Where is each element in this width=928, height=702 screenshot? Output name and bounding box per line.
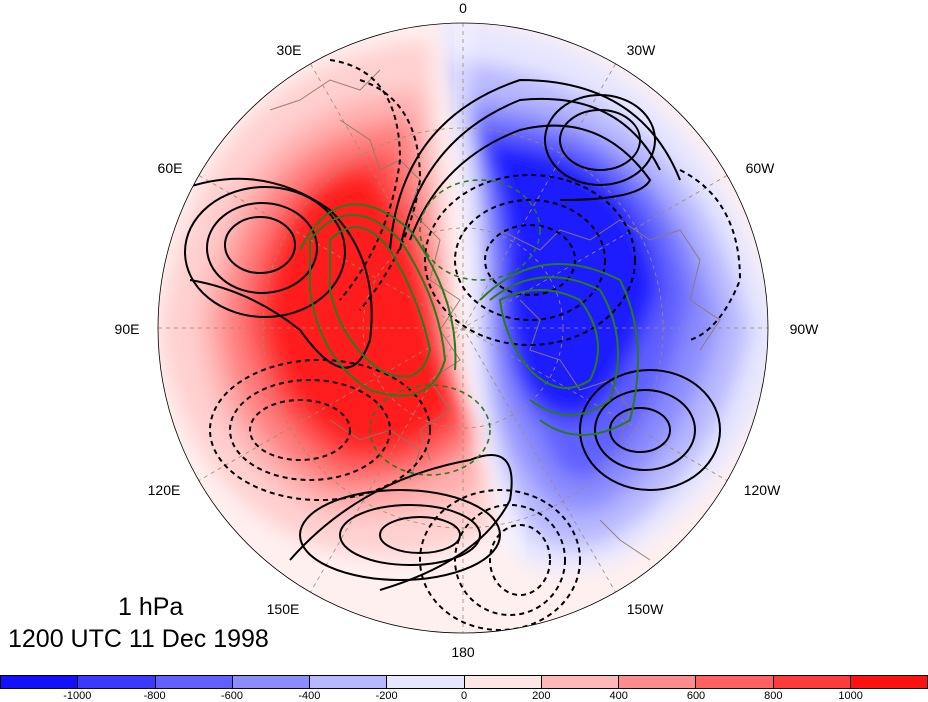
colorbar-segment (541, 676, 619, 688)
colorbar-tick-label: 800 (764, 690, 783, 702)
colorbar-segment (696, 676, 774, 688)
colorbar-segment (310, 676, 388, 688)
colorbar-tick-label: 0 (460, 690, 468, 702)
colorbar-tick-label: 1000 (838, 690, 863, 702)
lon-label-150w: 150W (626, 601, 664, 617)
colorbar-segment (619, 676, 697, 688)
colorbar-segment (773, 676, 851, 688)
green-contours (299, 203, 639, 436)
polar-map (157, 22, 769, 634)
colorbar-segment (78, 676, 156, 688)
lon-label-150e: 150E (266, 601, 300, 617)
graticule (158, 23, 768, 633)
colorbar-tick-label: 600 (686, 690, 706, 702)
lon-label-180: 180 (451, 644, 475, 660)
dashed-contours (209, 59, 742, 631)
lon-label-30w: 30W (626, 42, 656, 58)
pressure-level-label: 1 hPa (118, 593, 184, 621)
lon-label-30e: 30E (276, 42, 302, 58)
colorbar-tick-label: -200 (375, 690, 398, 702)
colorbar-segment (1, 676, 79, 688)
colorbar-segment (155, 676, 233, 688)
lon-label-120w: 120W (743, 482, 781, 498)
colorbar-segment (232, 676, 310, 688)
lon-label-60e: 60E (157, 160, 183, 176)
colorbar-tick-label: -800 (143, 690, 166, 702)
lon-label-60w: 60W (745, 160, 775, 176)
lon-label-90e: 90E (114, 321, 140, 337)
lon-label-0: 0 (459, 0, 467, 16)
lon-label-90w: 90W (789, 321, 819, 337)
lon-label-120e: 120E (147, 482, 181, 498)
map-border (157, 22, 769, 634)
colorbar-tick-label: -400 (298, 690, 321, 702)
colorbar-segment (387, 676, 465, 688)
shaded-field (158, 23, 768, 633)
valid-time-label: 1200 UTC 11 Dec 1998 (8, 625, 269, 653)
colorbar-tick-label: 400 (609, 690, 628, 702)
colorbar-segment (850, 676, 927, 688)
colorbar-tick-label: -600 (220, 690, 244, 702)
coastlines (269, 69, 721, 561)
colorbar-tick-label: -1000 (63, 690, 92, 702)
colorbar (0, 675, 928, 689)
colorbar-segment (464, 676, 542, 688)
colorbar-tick-label: 200 (532, 690, 551, 702)
